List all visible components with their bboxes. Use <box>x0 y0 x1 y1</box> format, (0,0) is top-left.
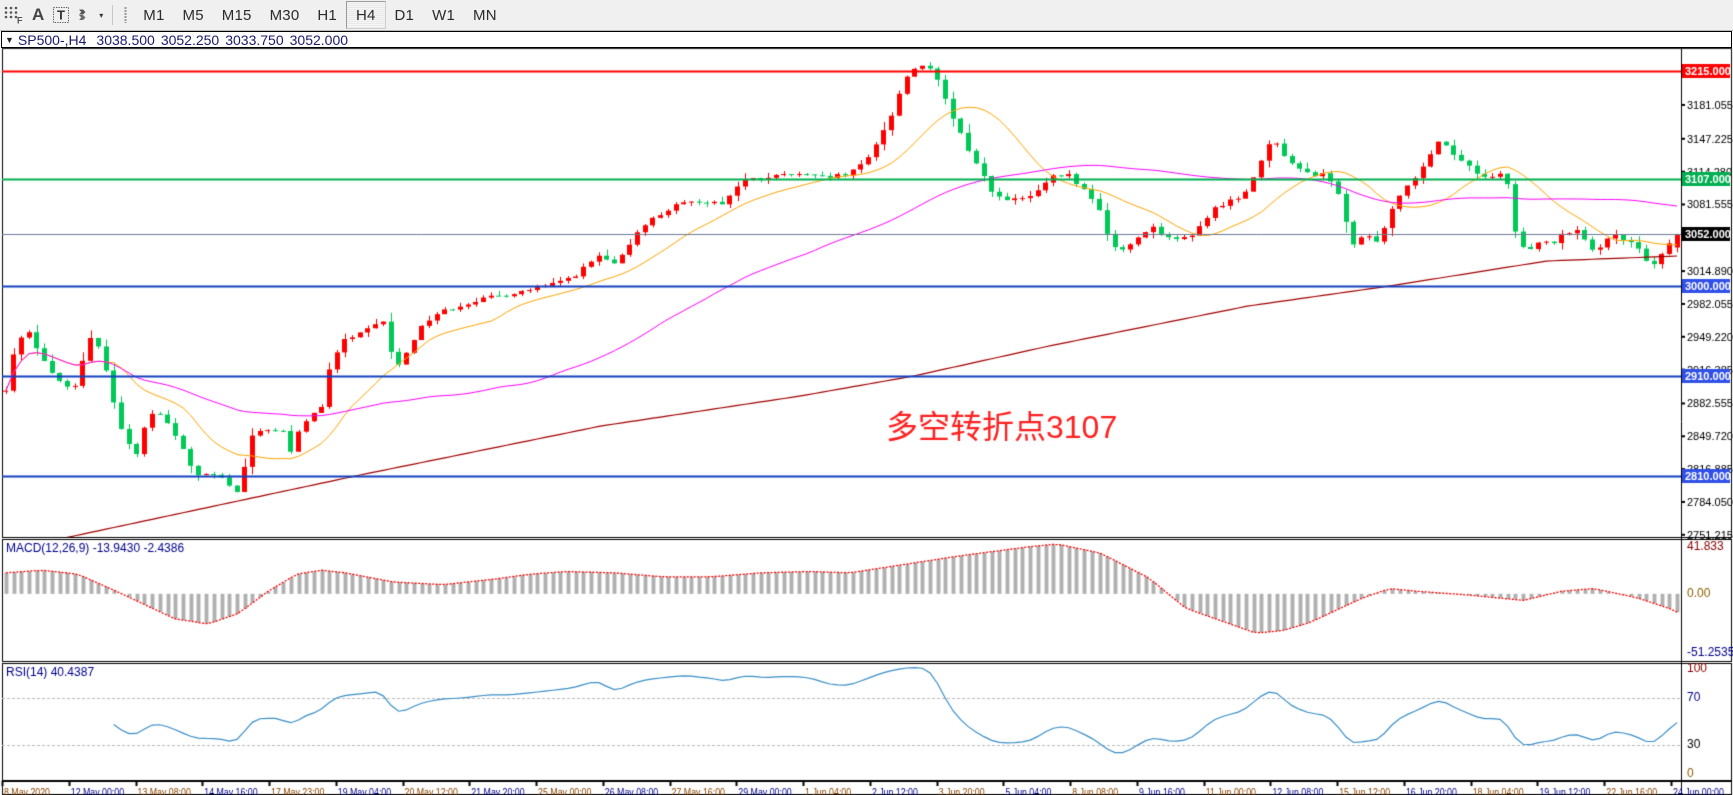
svg-text:T: T <box>57 8 65 23</box>
svg-text:F: F <box>17 16 23 25</box>
